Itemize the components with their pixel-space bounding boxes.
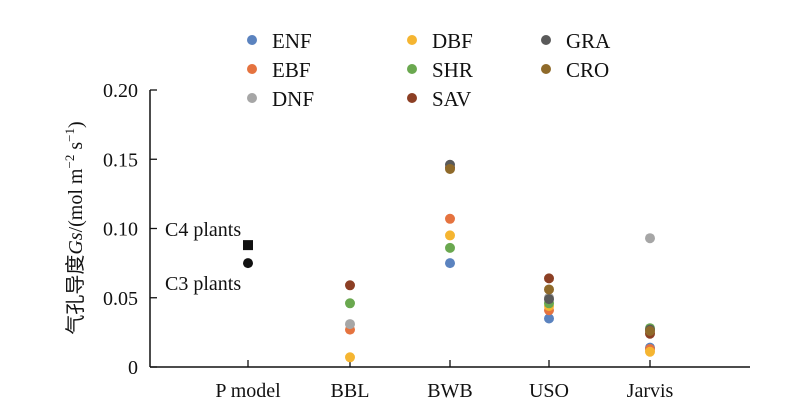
y-axis-title-part: 气孔导度: [64, 255, 87, 335]
y-tick-label: 0.15: [103, 149, 138, 171]
point-sav-bbl: [345, 280, 355, 291]
legend-marker-ebf: [247, 64, 257, 74]
x-tick-label: P model: [215, 380, 281, 402]
legend-label-sav: SAV: [432, 87, 471, 111]
legend-label-gra: GRA: [566, 29, 611, 53]
label-c4-plants: C4 plants: [165, 219, 241, 241]
y-axis-title-part: s: [65, 142, 87, 155]
point-shr-bbl: [345, 298, 355, 309]
point-dnf-jarvis: [645, 233, 655, 244]
y-axis-title-part: −1: [62, 128, 77, 142]
label-c3-plants: C3 plants: [165, 273, 241, 295]
legend: ENF EBF DNF DBF SHR SAV GRA CRO: [247, 29, 611, 111]
data-marks: C4 plants C3 plants: [165, 159, 655, 363]
point-enf-bwb: [445, 258, 455, 269]
y-tick-label: 0.10: [103, 219, 138, 241]
legend-label-cro: CRO: [566, 58, 609, 82]
legend-marker-enf: [247, 35, 257, 45]
legend-marker-dbf: [407, 35, 417, 45]
legend-marker-gra: [541, 35, 551, 45]
axes: 0 0.05 0.10 0.15 0.20 P model BBL BWB USO Jarvis: [103, 80, 750, 402]
point-ebf-bwb: [445, 213, 455, 224]
x-tick-label: USO: [529, 380, 569, 402]
point-c3-plants: [243, 258, 253, 269]
point-dbf-jarvis: [645, 346, 655, 357]
x-tick-label: BBL: [331, 380, 370, 402]
y-tick-label: 0.05: [103, 288, 138, 310]
point-enf-uso: [544, 313, 554, 324]
point-shr-bwb: [445, 242, 455, 253]
point-dnf-bbl: [345, 319, 355, 330]
y-axis-title-part: −2: [62, 155, 77, 169]
legend-marker-cro: [541, 64, 551, 74]
y-axis-title: 气孔导度Gs/(mol m−2 s−1): [62, 121, 87, 334]
legend-marker-dnf: [247, 93, 257, 103]
legend-label-dnf: DNF: [272, 87, 314, 111]
point-cro-uso: [544, 284, 554, 295]
y-axis-label: 气孔导度Gs/(mol m−2 s−1): [62, 121, 87, 334]
point-dbf-bbl: [345, 352, 355, 363]
x-tick-label: BWB: [427, 380, 473, 402]
legend-marker-shr: [407, 64, 417, 74]
legend-marker-sav: [407, 93, 417, 103]
y-tick-label: 0: [128, 357, 138, 379]
y-axis-title-part: Gs: [65, 232, 87, 254]
point-gra-uso: [544, 294, 554, 305]
legend-label-dbf: DBF: [432, 29, 473, 53]
legend-label-ebf: EBF: [272, 58, 311, 82]
legend-label-shr: SHR: [432, 58, 473, 82]
legend-label-enf: ENF: [272, 29, 312, 53]
x-tick-label: Jarvis: [627, 380, 674, 402]
point-cro-bwb: [445, 163, 455, 174]
y-axis-title-part: /(mol m: [65, 168, 87, 232]
y-axis-title-part: ): [65, 121, 87, 128]
point-c4-plants: [243, 240, 253, 251]
y-tick-label: 0.20: [103, 80, 138, 102]
point-cro-jarvis: [645, 325, 655, 336]
point-sav-uso: [544, 273, 554, 284]
point-dbf-bwb: [445, 230, 455, 241]
